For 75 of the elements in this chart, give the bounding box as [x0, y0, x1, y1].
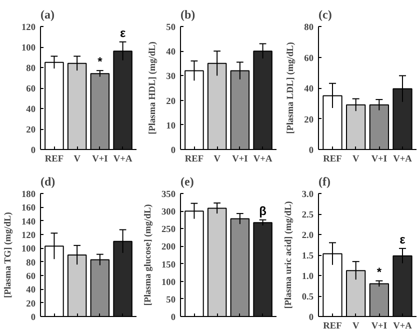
x-tick-label: V: [352, 322, 360, 332]
annotation: ε: [400, 232, 406, 246]
y-axis-title: [Plasma HDL] (mg/dL): [148, 42, 158, 134]
y-axis-title: [Plasma LDL] (mg/dL): [286, 42, 296, 134]
y-tick-label: 100: [162, 278, 176, 288]
x-tick-label: V+I: [371, 154, 388, 164]
y-tick-label: 100: [22, 244, 36, 255]
y-tick-label: 20: [304, 115, 314, 126]
y-tick-label: 40: [26, 105, 36, 115]
y-tick-label: 120: [22, 23, 36, 33]
y-tick-label: 250: [162, 225, 176, 236]
y-tick-label: 20: [166, 96, 176, 107]
y-tick-label: 2.0: [302, 231, 314, 241]
chart-title: (c): [318, 8, 332, 22]
chart-title: (e): [180, 174, 194, 188]
y-tick-label: 60: [26, 84, 36, 94]
y-tick-label: 0: [30, 313, 36, 323]
y-tick-label: 60: [304, 54, 314, 64]
x-tick-label: REF: [323, 322, 342, 332]
y-tick-label: 150: [162, 260, 176, 270]
y-tick-label: 0: [30, 146, 36, 156]
y-axis-title: [Plasma uric acid] (mg/dL): [284, 201, 294, 309]
y-tick-label: 350: [162, 190, 176, 200]
chart-title: (a): [40, 8, 54, 22]
x-tick-label: V+A: [253, 154, 272, 164]
y-tick-label: 100: [22, 44, 36, 54]
x-tick-label: V+I: [92, 154, 108, 164]
y-tick-label: 60: [26, 272, 36, 282]
annotation: ε: [120, 26, 126, 40]
y-tick-label: 0: [170, 146, 176, 156]
y-tick-label: 1.5: [302, 252, 314, 262]
y-tick-label: 20: [26, 126, 36, 136]
y-tick-label: 40: [304, 84, 314, 94]
y-tick-label: 200: [162, 242, 176, 253]
x-tick-label: V+I: [371, 322, 388, 332]
x-tick-label: V+A: [113, 154, 132, 164]
y-axis-title: [Plasma TG] (mg/dL): [4, 212, 14, 298]
x-tick-label: REF: [184, 154, 204, 164]
y-tick-label: 300: [162, 208, 176, 218]
x-tick-label: REF: [323, 154, 342, 164]
y-axis-title: [Plasma glucose] (mg/dL): [144, 204, 154, 306]
y-tick-label: 80: [304, 23, 314, 33]
y-tick-label: 0.5: [302, 292, 314, 302]
y-tick-label: 1.0: [302, 272, 314, 282]
y-tick-label: 140: [22, 217, 36, 228]
y-tick-label: 40: [26, 286, 36, 296]
annotation: *: [376, 264, 382, 279]
y-tick-label: 50: [166, 23, 176, 33]
y-tick-label: 120: [22, 231, 36, 241]
y-tick-label: 0: [170, 313, 176, 323]
x-tick-label: V+A: [393, 154, 412, 164]
y-tick-label: 80: [26, 258, 36, 268]
y-tick-label: 80: [26, 64, 36, 74]
y-tick-label: 180: [22, 190, 36, 200]
x-tick-label: V: [352, 154, 360, 164]
chart-title: (b): [180, 8, 196, 22]
y-tick-label: 160: [22, 204, 36, 214]
y-tick-label: 3.0: [302, 190, 314, 200]
y-tick-label: 40: [166, 48, 176, 58]
y-tick-label: 0: [308, 146, 314, 156]
chart-title: (d): [40, 174, 56, 188]
y-tick-label: 2.5: [302, 210, 314, 220]
y-tick-label: 20: [26, 299, 36, 310]
chart-title: (f): [318, 174, 330, 188]
x-tick-label: V+A: [393, 322, 412, 332]
y-tick-label: 30: [166, 72, 176, 82]
x-tick-label: REF: [44, 154, 64, 164]
x-tick-label: V+I: [232, 154, 248, 164]
y-tick-label: 10: [166, 121, 176, 132]
y-tick-label: 0: [308, 313, 314, 323]
annotation: β: [259, 204, 266, 218]
y-tick-label: 50: [166, 295, 176, 306]
annotation: *: [98, 54, 103, 69]
x-tick-label: V: [74, 154, 81, 164]
x-tick-label: V: [214, 154, 221, 164]
